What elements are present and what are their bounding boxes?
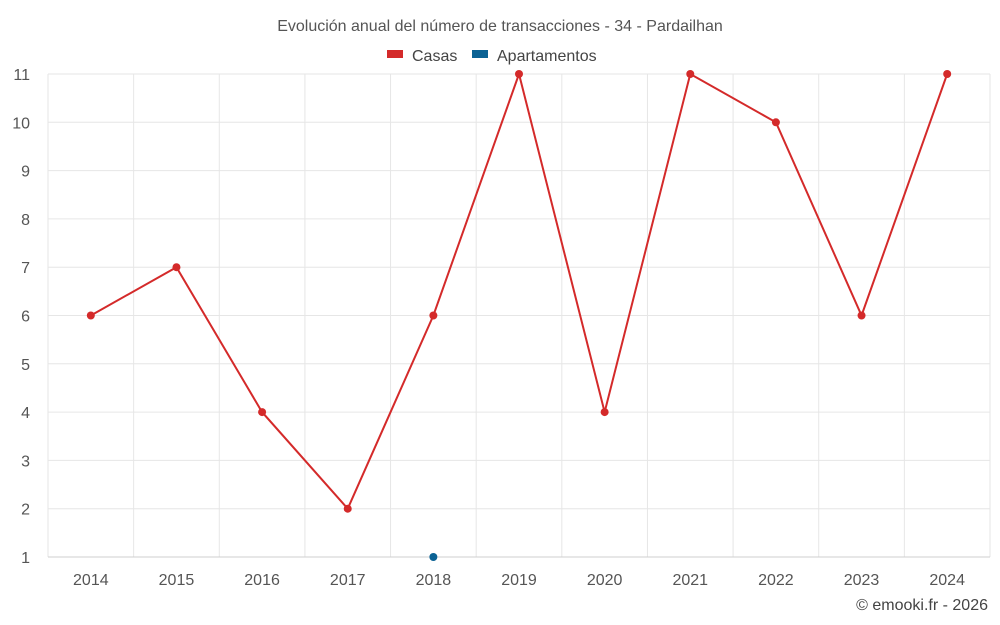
- data-point-casas-2019[interactable]: [515, 70, 523, 78]
- y-tick-label: 5: [21, 357, 30, 374]
- data-point-casas-2022[interactable]: [771, 118, 780, 127]
- x-tick-label: 2020: [587, 572, 623, 589]
- y-tick-label: 8: [21, 212, 30, 229]
- x-tick-label: 2018: [416, 572, 452, 589]
- x-tick-label: 2019: [501, 572, 537, 589]
- legend-label-apartamentos: Apartamentos: [497, 48, 597, 65]
- legend-swatch-casas: [387, 50, 403, 58]
- x-tick-label: 2016: [244, 572, 280, 589]
- data-point-casas-2020[interactable]: [600, 408, 609, 417]
- series: [86, 70, 952, 561]
- x-tick-label: 2022: [758, 572, 794, 589]
- data-point-casas-2018[interactable]: [429, 311, 438, 320]
- data-point-casas-2017[interactable]: [343, 504, 352, 513]
- data-point-casas-2014[interactable]: [86, 311, 95, 320]
- credit-text: © emooki.fr - 2026: [856, 597, 988, 614]
- legend-label-casas: Casas: [412, 48, 457, 65]
- x-tick-label: 2017: [330, 572, 366, 589]
- x-tick-label: 2023: [844, 572, 880, 589]
- y-tick-label: 1: [21, 550, 30, 567]
- data-point-apartamentos-2018[interactable]: [429, 553, 438, 561]
- x-tick-label: 2024: [929, 572, 965, 589]
- data-point-casas-2024[interactable]: [943, 70, 952, 78]
- x-tick-label: 2015: [159, 572, 195, 589]
- data-point-casas-2016[interactable]: [258, 408, 267, 417]
- data-point-casas-2023[interactable]: [857, 311, 866, 320]
- data-point-casas-2021[interactable]: [686, 70, 695, 78]
- y-tick-label: 7: [21, 260, 30, 277]
- legend-swatch-apartamentos: [472, 50, 488, 58]
- gridlines: [47, 73, 991, 557]
- y-tick-label: 3: [21, 453, 30, 470]
- y-tick-label: 6: [21, 309, 30, 326]
- y-tick-label: 10: [12, 115, 30, 132]
- y-tick-label: 4: [21, 405, 30, 422]
- x-tick-label: 2021: [672, 572, 708, 589]
- y-tick-label: 2: [21, 502, 30, 519]
- legend-item-apartamentos[interactable]: Apartamentos: [472, 48, 597, 65]
- y-tick-label: 9: [21, 164, 30, 181]
- legend-item-casas[interactable]: Casas: [387, 48, 457, 65]
- legend: Casas Apartamentos: [387, 48, 597, 65]
- y-tick-label: 11: [13, 67, 30, 84]
- x-tick-label: 2014: [73, 572, 109, 589]
- chart-title: Evolución anual del número de transaccio…: [277, 18, 723, 35]
- data-point-casas-2015[interactable]: [172, 263, 181, 272]
- axes: 1 2 3 4 5 6 7 8 9 10 11 2014 2015 2016 2017 2018 2019 202…: [12, 67, 990, 589]
